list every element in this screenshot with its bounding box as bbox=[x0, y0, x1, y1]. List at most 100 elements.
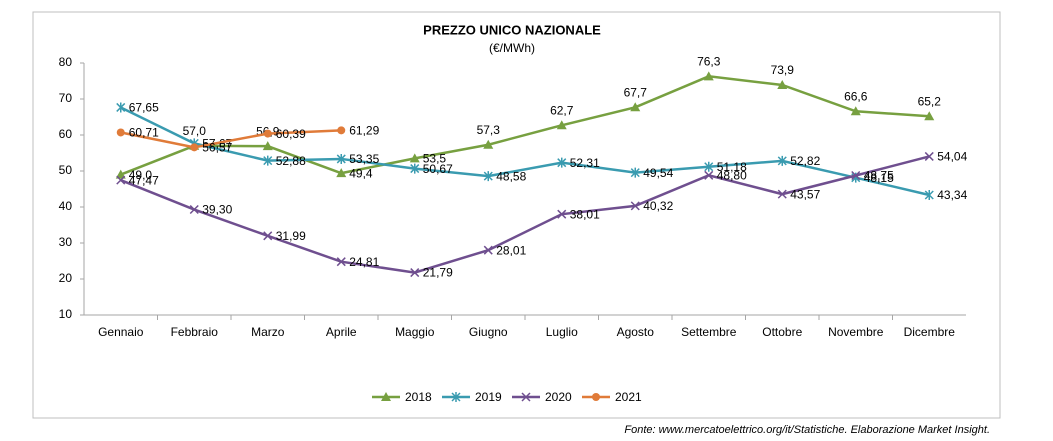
chart-subtitle: (€/MWh) bbox=[489, 41, 535, 55]
chart-frame bbox=[32, 11, 1001, 419]
x-tick-label: Maggio bbox=[395, 325, 435, 339]
data-label: 43,34 bbox=[937, 188, 967, 202]
marker bbox=[336, 153, 346, 164]
marker bbox=[630, 167, 640, 178]
series-line bbox=[120, 129, 342, 149]
data-label: 53,5 bbox=[423, 152, 447, 166]
data-label: 31,99 bbox=[276, 229, 306, 243]
series-line bbox=[120, 75, 930, 176]
data-label: 54,04 bbox=[937, 150, 967, 164]
data-label: 62,7 bbox=[550, 103, 574, 117]
data-label: 61,29 bbox=[349, 124, 379, 138]
legend-marker bbox=[521, 392, 531, 402]
data-label: 67,7 bbox=[624, 85, 648, 99]
marker bbox=[336, 257, 346, 267]
marker bbox=[409, 153, 420, 163]
marker bbox=[336, 168, 347, 178]
marker bbox=[851, 170, 861, 181]
x-tick-label: Gennaio bbox=[98, 325, 144, 339]
marker bbox=[116, 102, 126, 113]
y-tick-label: 60 bbox=[59, 127, 73, 141]
y-tick-label: 70 bbox=[59, 91, 73, 105]
marker bbox=[337, 126, 346, 135]
data-label: 40,32 bbox=[643, 199, 673, 213]
data-label: 50,67 bbox=[423, 162, 453, 176]
marker bbox=[190, 143, 199, 152]
chart-title: PREZZO UNICO NAZIONALE bbox=[423, 22, 601, 37]
marker bbox=[924, 111, 935, 121]
data-label: 49,0 bbox=[129, 168, 153, 182]
data-label: 73,9 bbox=[771, 63, 795, 77]
marker bbox=[410, 163, 420, 174]
data-label: 49,54 bbox=[643, 166, 673, 180]
marker bbox=[630, 201, 640, 211]
data-label: 56,57 bbox=[202, 141, 232, 155]
data-label: 60,39 bbox=[276, 127, 306, 141]
marker bbox=[704, 170, 714, 180]
data-label: 60,71 bbox=[129, 126, 159, 140]
series-line bbox=[120, 106, 930, 197]
y-tick-label: 20 bbox=[59, 271, 73, 285]
data-label: 67,65 bbox=[129, 101, 159, 115]
data-label: 48,80 bbox=[717, 168, 747, 182]
data-label: 65,2 bbox=[918, 94, 942, 108]
marker bbox=[556, 120, 567, 130]
marker bbox=[557, 209, 567, 219]
series-line bbox=[120, 155, 930, 274]
legend-label: 2018 bbox=[405, 390, 432, 404]
y-tick-label: 40 bbox=[59, 199, 73, 213]
x-tick-label: Agosto bbox=[617, 325, 655, 339]
marker bbox=[557, 157, 567, 168]
y-tick-label: 30 bbox=[59, 235, 73, 249]
data-label: 47,47 bbox=[129, 173, 159, 187]
y-tick-label: 80 bbox=[59, 55, 73, 69]
legend-marker bbox=[592, 393, 600, 401]
source-note: Fonte: www.mercatoelettrico.org/it/Stati… bbox=[624, 424, 990, 436]
legend-marker bbox=[451, 392, 461, 402]
data-label: 28,01 bbox=[496, 243, 526, 257]
x-tick-label: Ottobre bbox=[762, 325, 802, 339]
data-label: 43,57 bbox=[790, 187, 820, 201]
marker bbox=[263, 129, 272, 138]
marker bbox=[703, 71, 714, 81]
legend-label: 2021 bbox=[615, 390, 642, 404]
data-label: 66,6 bbox=[844, 89, 868, 103]
legend-label: 2019 bbox=[475, 390, 502, 404]
marker bbox=[483, 245, 493, 255]
marker bbox=[116, 175, 126, 185]
marker bbox=[777, 79, 788, 89]
data-label: 53,35 bbox=[349, 152, 379, 166]
data-label: 39,30 bbox=[202, 203, 232, 217]
data-label: 48,15 bbox=[864, 171, 894, 185]
data-label: 57,3 bbox=[477, 123, 501, 137]
x-tick-label: Novembre bbox=[828, 325, 884, 339]
marker bbox=[924, 151, 934, 161]
y-tick-label: 50 bbox=[59, 163, 73, 177]
marker bbox=[483, 139, 494, 149]
marker bbox=[263, 231, 273, 241]
marker bbox=[704, 161, 714, 172]
legend-marker bbox=[381, 392, 391, 401]
data-label: 52,88 bbox=[276, 154, 306, 168]
data-label: 57,0 bbox=[183, 124, 207, 138]
x-tick-label: Febbraio bbox=[171, 325, 219, 339]
data-label: 48,58 bbox=[496, 169, 526, 183]
data-label: 52,82 bbox=[790, 154, 820, 168]
x-tick-label: Settembre bbox=[681, 325, 737, 339]
marker bbox=[777, 155, 787, 166]
marker bbox=[410, 268, 420, 278]
data-label: 52,31 bbox=[570, 156, 600, 170]
data-label: 38,01 bbox=[570, 207, 600, 221]
marker bbox=[850, 106, 861, 116]
x-tick-label: Aprile bbox=[326, 325, 357, 339]
marker bbox=[924, 189, 934, 200]
marker bbox=[116, 128, 125, 137]
data-label: 76,3 bbox=[697, 54, 721, 68]
y-tick-label: 10 bbox=[59, 307, 73, 321]
marker bbox=[263, 155, 273, 166]
x-tick-label: Dicembre bbox=[904, 325, 956, 339]
marker bbox=[115, 169, 126, 179]
data-label: 21,79 bbox=[423, 266, 453, 280]
data-label: 51,18 bbox=[717, 160, 747, 174]
